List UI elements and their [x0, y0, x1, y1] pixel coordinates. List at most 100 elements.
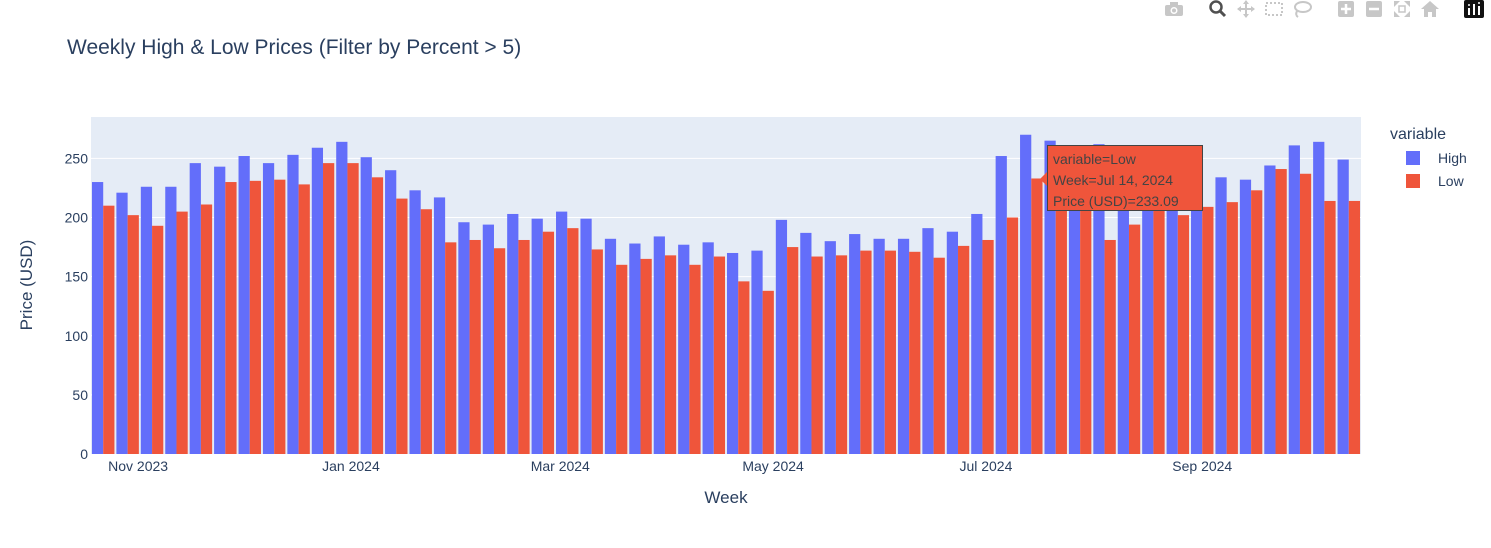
box-select-icon[interactable]: [1261, 0, 1287, 18]
bar-low[interactable]: [371, 177, 384, 454]
bar-high[interactable]: [995, 156, 1007, 454]
bar-low[interactable]: [1275, 169, 1287, 454]
bar-high[interactable]: [482, 224, 494, 454]
bar-high[interactable]: [287, 154, 299, 454]
bar-low[interactable]: [274, 179, 286, 455]
bar-high[interactable]: [262, 163, 275, 454]
plotly-logo-icon[interactable]: [1461, 0, 1487, 18]
bar-high[interactable]: [1215, 177, 1227, 454]
bar-high[interactable]: [385, 170, 397, 454]
bar-low[interactable]: [884, 250, 896, 454]
bar-low[interactable]: [933, 257, 945, 454]
bar-high[interactable]: [580, 218, 592, 454]
bar-high[interactable]: [702, 242, 714, 454]
bar-low[interactable]: [640, 258, 652, 454]
bar-low[interactable]: [811, 256, 823, 454]
bar-high[interactable]: [360, 157, 372, 454]
bar-high[interactable]: [116, 192, 128, 454]
bar-high[interactable]: [311, 147, 324, 455]
bar-high[interactable]: [824, 241, 836, 454]
bar-high[interactable]: [458, 222, 470, 454]
bar-high[interactable]: [1093, 144, 1105, 454]
bar-high[interactable]: [556, 211, 568, 454]
bar-high[interactable]: [91, 182, 104, 455]
bar-high[interactable]: [800, 232, 812, 454]
bar-low[interactable]: [1128, 224, 1141, 454]
bar-low[interactable]: [542, 231, 555, 454]
bar-low[interactable]: [420, 209, 432, 454]
bar-high[interactable]: [433, 197, 446, 454]
camera-icon[interactable]: [1161, 0, 1187, 18]
bar-low[interactable]: [1055, 189, 1067, 454]
bar-low[interactable]: [518, 239, 530, 454]
autoscale-icon[interactable]: [1389, 0, 1415, 18]
bar-high[interactable]: [1264, 165, 1276, 455]
zoom-out-icon[interactable]: [1361, 0, 1387, 18]
bar-low[interactable]: [298, 184, 310, 454]
bar-low[interactable]: [469, 239, 481, 454]
bars[interactable]: [91, 134, 1361, 455]
bar-high[interactable]: [897, 238, 910, 454]
bar-low[interactable]: [787, 247, 799, 454]
legend-item-low[interactable]: Low: [1406, 173, 1465, 189]
bar-high[interactable]: [946, 231, 959, 454]
zoom-in-icon[interactable]: [1333, 0, 1359, 18]
bar-high[interactable]: [922, 228, 934, 454]
bar-low[interactable]: [1299, 173, 1312, 454]
bar-high[interactable]: [678, 244, 690, 454]
bar-high[interactable]: [165, 186, 177, 454]
bar-low[interactable]: [909, 251, 921, 454]
bar-high[interactable]: [873, 238, 885, 454]
bar-low[interactable]: [323, 163, 335, 454]
bar-low[interactable]: [1080, 208, 1092, 454]
bar-high[interactable]: [507, 213, 519, 454]
bar-low[interactable]: [713, 256, 726, 454]
bar-high[interactable]: [531, 218, 543, 454]
bar-high[interactable]: [189, 163, 201, 454]
bar-high[interactable]: [214, 166, 226, 454]
bar-low[interactable]: [176, 211, 188, 454]
bar-high[interactable]: [653, 236, 665, 454]
bar-low[interactable]: [664, 255, 677, 454]
zoom-icon[interactable]: [1205, 0, 1231, 18]
bar-high[interactable]: [849, 234, 861, 454]
bar-low[interactable]: [249, 180, 261, 454]
reset-axes-icon[interactable]: [1417, 0, 1443, 18]
bar-high[interactable]: [1191, 199, 1203, 454]
bar-high[interactable]: [1337, 159, 1349, 454]
bar-low[interactable]: [396, 198, 408, 454]
bar-high[interactable]: [1166, 191, 1178, 455]
bar-low[interactable]: [1177, 215, 1190, 454]
bar-high[interactable]: [775, 219, 788, 454]
bar-low[interactable]: [616, 264, 628, 454]
bar-low[interactable]: [1251, 190, 1263, 454]
bar-low[interactable]: [1226, 202, 1238, 454]
bar-high[interactable]: [1142, 192, 1154, 454]
bar-high[interactable]: [726, 252, 739, 454]
bar-low[interactable]: [689, 264, 701, 454]
lasso-icon[interactable]: [1289, 0, 1315, 18]
bar-low[interactable]: [1031, 178, 1043, 455]
bar-low[interactable]: [860, 250, 872, 454]
bar-low[interactable]: [1006, 217, 1019, 454]
bar-high[interactable]: [1288, 145, 1300, 454]
legend-item-high[interactable]: High: [1406, 150, 1467, 166]
pan-icon[interactable]: [1233, 0, 1259, 18]
bar-high[interactable]: [971, 213, 983, 454]
bar-low[interactable]: [225, 182, 237, 455]
bar-low[interactable]: [762, 290, 774, 454]
bar-high[interactable]: [1117, 186, 1129, 454]
bar-high[interactable]: [1068, 148, 1081, 454]
bar-high[interactable]: [1044, 140, 1056, 454]
bar-high[interactable]: [1020, 134, 1032, 455]
bar-low[interactable]: [493, 248, 506, 454]
bar-low[interactable]: [1202, 206, 1214, 454]
bar-low[interactable]: [567, 228, 579, 454]
bar-low[interactable]: [591, 249, 603, 454]
bar-low[interactable]: [1104, 239, 1116, 454]
bar-low[interactable]: [1324, 200, 1336, 454]
bar-high[interactable]: [604, 238, 617, 454]
bar-low[interactable]: [103, 205, 115, 454]
bar-high[interactable]: [629, 243, 641, 454]
bar-low[interactable]: [152, 225, 164, 454]
